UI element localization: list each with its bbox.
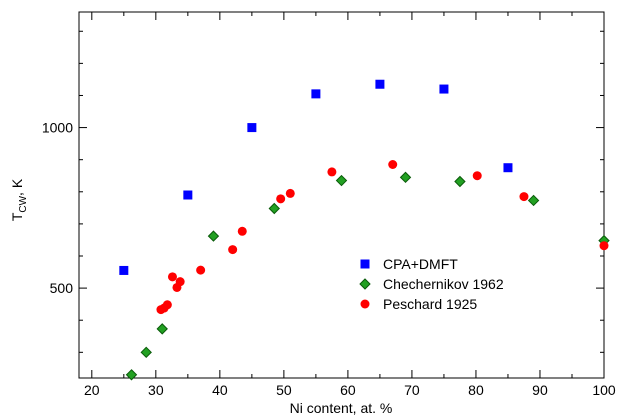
data-point bbox=[119, 265, 129, 275]
x-tick-label: 70 bbox=[404, 382, 420, 398]
data-point bbox=[183, 190, 193, 200]
data-points bbox=[119, 79, 610, 381]
x-tick-label: 80 bbox=[468, 382, 484, 398]
x-tick-label: 60 bbox=[340, 382, 356, 398]
data-point bbox=[268, 202, 280, 215]
data-point bbox=[140, 346, 152, 359]
data-point bbox=[527, 194, 540, 207]
data-point bbox=[156, 323, 168, 335]
data-point bbox=[375, 79, 385, 89]
data-point bbox=[503, 163, 513, 173]
x-tick-label: 20 bbox=[84, 382, 100, 398]
data-point bbox=[167, 272, 177, 282]
x-axis-title: Ni content, at. % bbox=[290, 400, 393, 416]
data-point bbox=[207, 230, 220, 242]
data-point bbox=[335, 174, 348, 187]
data-point bbox=[228, 245, 238, 255]
legend-label: CPA+DMFT bbox=[383, 256, 458, 272]
legend-marker bbox=[360, 299, 370, 309]
y-tick-label: 500 bbox=[50, 280, 74, 296]
data-point bbox=[311, 89, 321, 99]
data-point bbox=[196, 265, 206, 275]
legend-marker bbox=[359, 278, 371, 290]
data-point bbox=[162, 300, 172, 310]
data-point bbox=[454, 175, 466, 188]
data-point bbox=[519, 192, 529, 202]
data-point bbox=[399, 171, 412, 184]
x-tick-label: 30 bbox=[148, 382, 164, 398]
x-tick-label: 40 bbox=[212, 382, 228, 398]
legend: CPA+DMFT Chechernikov 1962 Peschard 1925 bbox=[359, 256, 504, 312]
legend-label: Chechernikov 1962 bbox=[383, 276, 504, 292]
data-point bbox=[388, 160, 398, 169]
y-axis-title-suffix: , K bbox=[9, 178, 25, 196]
data-point bbox=[285, 188, 295, 198]
data-point bbox=[125, 369, 138, 381]
data-point bbox=[327, 167, 337, 177]
axis-ticks bbox=[79, 12, 605, 378]
y-axis-title-sub: CW bbox=[18, 195, 29, 212]
data-point bbox=[237, 226, 247, 236]
data-point bbox=[247, 123, 257, 133]
y-axis-title: TCW, K bbox=[9, 178, 29, 221]
x-tick-label: 90 bbox=[532, 382, 548, 398]
data-point bbox=[472, 171, 482, 181]
data-point bbox=[599, 241, 609, 251]
y-axis-title-main: T bbox=[9, 212, 25, 221]
axis-tick-labels: 20 30 40 50 60 70 80 90 100 500 1000 bbox=[42, 120, 616, 398]
data-point bbox=[175, 277, 185, 287]
data-point bbox=[276, 194, 286, 204]
x-tick-label: 50 bbox=[276, 382, 292, 398]
plot-frame bbox=[78, 11, 605, 379]
x-tick-label: 100 bbox=[592, 382, 616, 398]
y-tick-label: 1000 bbox=[42, 120, 73, 136]
legend-label: Peschard 1925 bbox=[383, 296, 477, 312]
legend-marker bbox=[360, 259, 370, 269]
data-point bbox=[439, 84, 449, 94]
